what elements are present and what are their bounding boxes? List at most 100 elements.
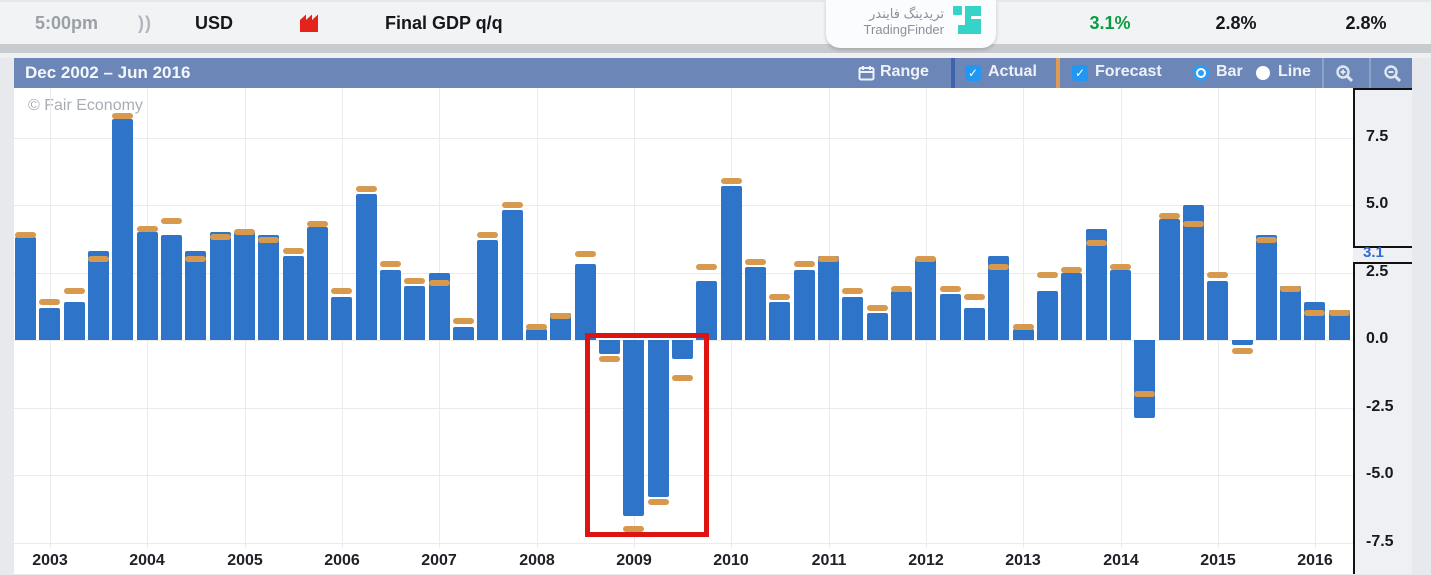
gdp-actual-bar[interactable] bbox=[575, 264, 596, 340]
gdp-actual-bar[interactable] bbox=[1159, 218, 1180, 340]
gdp-forecast-marker[interactable] bbox=[599, 356, 620, 362]
gdp-actual-bar[interactable] bbox=[112, 118, 133, 340]
gdp-actual-bar[interactable] bbox=[940, 294, 961, 340]
gdp-actual-bar[interactable] bbox=[234, 232, 255, 340]
line-radio-label[interactable]: Line bbox=[1278, 63, 1311, 80]
gdp-forecast-marker[interactable] bbox=[88, 256, 109, 262]
gdp-actual-bar[interactable] bbox=[39, 307, 60, 340]
gdp-forecast-marker[interactable] bbox=[696, 264, 717, 270]
gdp-forecast-marker[interactable] bbox=[185, 256, 206, 262]
gdp-actual-bar[interactable] bbox=[64, 302, 85, 340]
gdp-actual-bar[interactable] bbox=[1086, 229, 1107, 340]
gdp-forecast-marker[interactable] bbox=[988, 264, 1009, 270]
sound-waves-icon[interactable]: )) bbox=[138, 13, 152, 33]
gdp-actual-bar[interactable] bbox=[891, 291, 912, 340]
gdp-actual-bar[interactable] bbox=[1134, 340, 1155, 419]
gdp-actual-bar[interactable] bbox=[1037, 291, 1058, 340]
gdp-forecast-marker[interactable] bbox=[769, 294, 790, 300]
gdp-forecast-marker[interactable] bbox=[1232, 348, 1253, 354]
gdp-actual-bar[interactable] bbox=[1256, 234, 1277, 340]
gdp-actual-bar[interactable] bbox=[1183, 205, 1204, 340]
gdp-forecast-marker[interactable] bbox=[331, 288, 352, 294]
gdp-forecast-marker[interactable] bbox=[1134, 391, 1155, 397]
gdp-actual-bar[interactable] bbox=[404, 286, 425, 340]
line-radio[interactable] bbox=[1256, 66, 1270, 80]
gdp-forecast-marker[interactable] bbox=[1013, 324, 1034, 330]
gdp-actual-bar[interactable] bbox=[745, 267, 766, 340]
gdp-actual-bar[interactable] bbox=[915, 259, 936, 340]
gdp-actual-bar[interactable] bbox=[161, 234, 182, 340]
gdp-forecast-marker[interactable] bbox=[940, 286, 961, 292]
gdp-forecast-marker[interactable] bbox=[307, 221, 328, 227]
gdp-actual-bar[interactable] bbox=[210, 232, 231, 340]
actual-checkbox-label[interactable]: Actual bbox=[988, 63, 1037, 80]
gdp-forecast-marker[interactable] bbox=[258, 237, 279, 243]
gdp-actual-bar[interactable] bbox=[429, 272, 450, 340]
gdp-forecast-marker[interactable] bbox=[745, 259, 766, 265]
gdp-actual-bar[interactable] bbox=[453, 326, 474, 340]
gdp-forecast-marker[interactable] bbox=[1304, 310, 1325, 316]
gdp-forecast-marker[interactable] bbox=[1329, 310, 1350, 316]
gdp-forecast-marker[interactable] bbox=[842, 288, 863, 294]
gdp-forecast-marker[interactable] bbox=[39, 299, 60, 305]
gdp-forecast-marker[interactable] bbox=[137, 226, 158, 232]
gdp-forecast-marker[interactable] bbox=[112, 113, 133, 119]
gdp-actual-bar[interactable] bbox=[331, 296, 352, 340]
gdp-actual-bar[interactable] bbox=[356, 194, 377, 340]
gdp-actual-bar[interactable] bbox=[15, 237, 36, 340]
gdp-actual-bar[interactable] bbox=[1061, 272, 1082, 340]
gdp-forecast-marker[interactable] bbox=[1086, 240, 1107, 246]
gdp-actual-bar[interactable] bbox=[1280, 286, 1301, 340]
gdp-forecast-marker[interactable] bbox=[721, 178, 742, 184]
gdp-actual-bar[interactable] bbox=[794, 269, 815, 340]
gdp-actual-bar[interactable] bbox=[477, 240, 498, 340]
gdp-actual-bar[interactable] bbox=[258, 234, 279, 340]
gdp-forecast-marker[interactable] bbox=[380, 261, 401, 267]
gdp-actual-bar[interactable] bbox=[185, 250, 206, 340]
range-button[interactable]: Range bbox=[880, 63, 929, 80]
gdp-forecast-marker[interactable] bbox=[623, 526, 644, 532]
gdp-forecast-marker[interactable] bbox=[891, 286, 912, 292]
gdp-actual-bar[interactable] bbox=[283, 256, 304, 340]
gdp-forecast-marker[interactable] bbox=[283, 248, 304, 254]
gdp-actual-bar[interactable] bbox=[526, 329, 547, 340]
gdp-actual-bar[interactable] bbox=[550, 313, 571, 340]
gdp-forecast-marker[interactable] bbox=[1280, 286, 1301, 292]
gdp-actual-bar[interactable] bbox=[599, 340, 620, 354]
gdp-actual-bar[interactable] bbox=[307, 226, 328, 340]
gdp-actual-bar[interactable] bbox=[1329, 310, 1350, 340]
gdp-actual-bar[interactable] bbox=[1207, 280, 1228, 340]
gdp-actual-bar[interactable] bbox=[380, 269, 401, 340]
gdp-forecast-marker[interactable] bbox=[672, 375, 693, 381]
gdp-actual-bar[interactable] bbox=[1013, 329, 1034, 340]
gdp-forecast-marker[interactable] bbox=[429, 280, 450, 286]
gdp-forecast-marker[interactable] bbox=[526, 324, 547, 330]
gdp-forecast-marker[interactable] bbox=[1207, 272, 1228, 278]
gdp-forecast-marker[interactable] bbox=[818, 256, 839, 262]
gdp-forecast-marker[interactable] bbox=[1110, 264, 1131, 270]
zoom-in-icon[interactable] bbox=[1335, 64, 1355, 84]
gdp-actual-bar[interactable] bbox=[964, 307, 985, 340]
gdp-actual-bar[interactable] bbox=[1232, 340, 1253, 346]
gdp-actual-bar[interactable] bbox=[648, 340, 669, 497]
gdp-forecast-marker[interactable] bbox=[915, 256, 936, 262]
gdp-forecast-marker[interactable] bbox=[477, 232, 498, 238]
gdp-actual-bar[interactable] bbox=[88, 250, 109, 340]
gdp-actual-bar[interactable] bbox=[842, 296, 863, 340]
gdp-forecast-marker[interactable] bbox=[1061, 267, 1082, 273]
gdp-actual-bar[interactable] bbox=[137, 232, 158, 340]
gdp-forecast-marker[interactable] bbox=[64, 288, 85, 294]
gdp-forecast-marker[interactable] bbox=[453, 318, 474, 324]
zoom-out-icon[interactable] bbox=[1383, 64, 1403, 84]
gdp-forecast-marker[interactable] bbox=[356, 186, 377, 192]
bar-radio[interactable] bbox=[1193, 65, 1209, 81]
bar-radio-label[interactable]: Bar bbox=[1216, 63, 1243, 80]
actual-checkbox[interactable]: ✓ bbox=[965, 65, 981, 81]
gdp-actual-bar[interactable] bbox=[696, 280, 717, 340]
gdp-forecast-marker[interactable] bbox=[15, 232, 36, 238]
gdp-forecast-marker[interactable] bbox=[404, 278, 425, 284]
gdp-actual-bar[interactable] bbox=[988, 256, 1009, 340]
forecast-checkbox-label[interactable]: Forecast bbox=[1095, 63, 1162, 80]
gdp-forecast-marker[interactable] bbox=[234, 229, 255, 235]
forecast-checkbox[interactable]: ✓ bbox=[1072, 65, 1088, 81]
